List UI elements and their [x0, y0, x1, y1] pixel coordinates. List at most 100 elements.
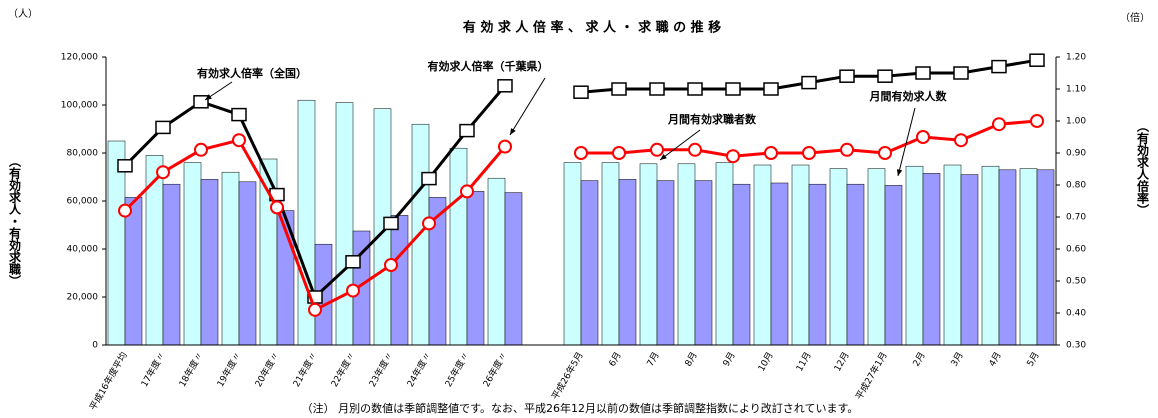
bar: [998, 169, 1017, 346]
x-tick-label: 21年度〃: [290, 350, 320, 389]
marker: [574, 146, 588, 160]
annotation-arrow: [509, 77, 546, 136]
bar: [960, 174, 979, 346]
note: （注） 月別の数値は季節調整値です。なお、平成26年12月以前の数値は季節調整指…: [302, 401, 859, 415]
marker: [915, 66, 931, 80]
x-tick-label: 12月: [832, 350, 852, 373]
series-label: 有効求人倍率（千葉県）: [428, 59, 549, 73]
bar: [715, 162, 734, 346]
bar: [238, 181, 257, 346]
y-tick-label: 60,000: [67, 197, 99, 207]
marker: [118, 203, 132, 218]
bar: [791, 164, 810, 346]
annotation-arrow: [897, 107, 916, 177]
y-tick-label: 120,000: [61, 53, 98, 63]
bar: [221, 171, 240, 346]
x-tick-label: 平成26年5月: [549, 350, 586, 402]
marker: [460, 184, 474, 199]
y2-tick-label: 1.10: [1066, 85, 1086, 95]
marker: [308, 302, 322, 317]
bar: [867, 168, 886, 346]
marker: [612, 146, 626, 160]
bar: [656, 180, 675, 346]
series-label: 月間有効求人数: [869, 89, 948, 103]
bar: [601, 162, 620, 346]
x-tick-label: 25年度〃: [442, 350, 472, 389]
x-tick-label: 24年度〃: [404, 350, 434, 389]
marker: [422, 216, 436, 231]
bar: [677, 163, 696, 346]
bar: [694, 180, 713, 346]
marker: [193, 95, 209, 109]
marker: [877, 69, 893, 83]
x-tick-label: 3月: [949, 350, 966, 368]
bar: [487, 177, 506, 346]
marker: [155, 120, 171, 135]
marker: [802, 146, 816, 160]
x-tick-label: 10月: [756, 350, 776, 373]
bar: [145, 155, 164, 346]
marker: [232, 133, 246, 148]
marker: [840, 142, 854, 157]
y-unit: （人）: [8, 8, 38, 20]
y-tick-label: 40,000: [67, 245, 99, 255]
marker: [878, 146, 892, 160]
marker: [726, 149, 740, 164]
marker: [839, 69, 855, 83]
y-tick-label: 100,000: [61, 101, 98, 111]
bar: [732, 183, 751, 346]
bar: [124, 197, 143, 346]
y2-tick-label: 0.70: [1066, 213, 1086, 223]
y2-tick-label: 0.50: [1066, 277, 1086, 287]
marker: [611, 82, 627, 96]
marker: [725, 82, 741, 96]
marker: [498, 139, 512, 154]
bar: [504, 192, 523, 346]
y-tick-label: 80,000: [67, 149, 99, 159]
bar: [905, 165, 924, 346]
y2-tick-label: 0.60: [1066, 245, 1086, 255]
marker: [801, 75, 817, 90]
bar: [639, 163, 658, 346]
marker: [459, 123, 475, 138]
marker: [1030, 114, 1044, 128]
marker: [573, 85, 589, 99]
bar: [200, 179, 219, 346]
y2-axis-title: （有効求人倍率）: [1136, 120, 1150, 216]
annotation-arrow: [659, 129, 701, 161]
y2-tick-label: 0.80: [1066, 181, 1086, 191]
marker: [649, 82, 665, 96]
arrow-head: [510, 128, 516, 135]
marker: [270, 200, 284, 215]
bar: [770, 182, 789, 346]
arrow-head: [896, 169, 903, 176]
marker: [954, 133, 968, 148]
x-tick-label: 5月: [1025, 350, 1042, 368]
y2-tick-label: 0.30: [1066, 341, 1086, 351]
y2-unit: （倍）: [1120, 11, 1150, 24]
marker: [953, 66, 969, 80]
y2-tick-label: 0.40: [1066, 309, 1086, 319]
x-tick-label: 平成27年1月: [853, 350, 890, 402]
y-axis-title: （有効求人・有効求職）: [8, 155, 22, 287]
marker: [763, 82, 779, 96]
x-tick-label: 26年度〃: [480, 350, 510, 389]
marker: [764, 146, 778, 160]
bar: [183, 162, 202, 346]
x-tick-label: 6月: [607, 350, 624, 368]
marker: [346, 283, 360, 298]
bar: [943, 164, 962, 346]
bar: [846, 183, 865, 346]
bar: [580, 180, 599, 346]
bar: [1019, 168, 1038, 346]
bar: [618, 179, 637, 346]
bar: [466, 191, 485, 346]
marker: [117, 159, 133, 173]
marker: [992, 117, 1006, 132]
marker: [421, 171, 437, 186]
y2-tick-label: 0.90: [1066, 149, 1086, 159]
bar: [884, 185, 903, 346]
x-tick-label: 平成16年度平均: [87, 350, 130, 413]
chart-title: 有 効 求 人 倍 率 、 求 人 ・ 求 職 の 推 移: [463, 20, 721, 36]
